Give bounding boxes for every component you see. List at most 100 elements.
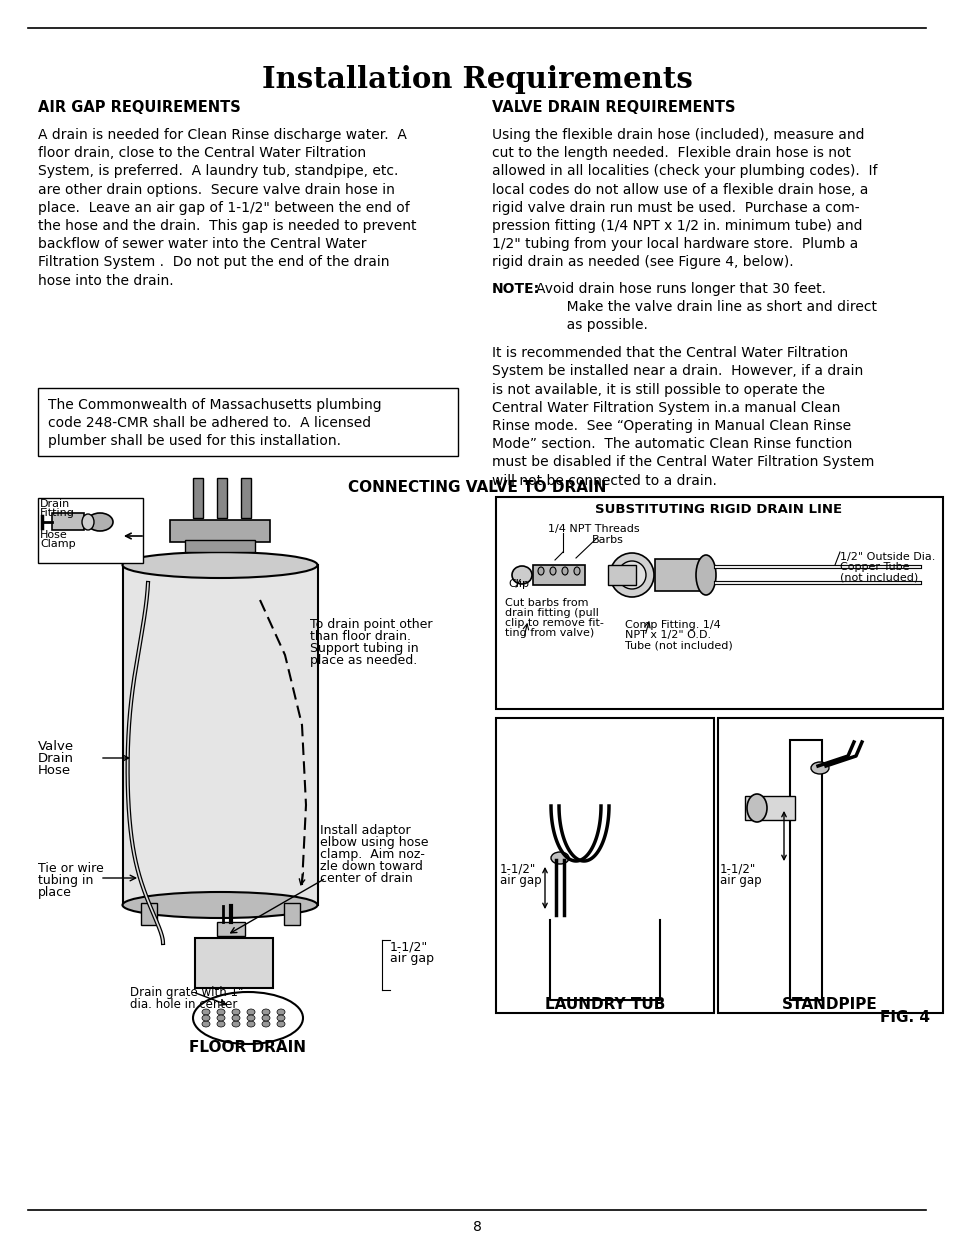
Ellipse shape (216, 1009, 225, 1015)
Bar (655, 559, 706, 592)
Text: center of drain: center of drain (319, 872, 413, 885)
Bar (496, 718, 713, 1013)
Text: Drain: Drain (40, 499, 71, 509)
Ellipse shape (262, 1021, 270, 1028)
Text: Tube (not included): Tube (not included) (624, 640, 732, 650)
Text: 1-1/2": 1-1/2" (499, 862, 536, 876)
Text: Cut barbs from: Cut barbs from (504, 598, 588, 608)
Text: than floor drain.: than floor drain. (310, 630, 411, 643)
Bar (170, 520, 270, 542)
Ellipse shape (216, 1021, 225, 1028)
Text: clip to remove fit-: clip to remove fit- (504, 618, 603, 629)
Text: Filtration System .  Do not put the end of the drain: Filtration System . Do not put the end o… (38, 256, 389, 269)
Text: air gap: air gap (390, 952, 434, 965)
Ellipse shape (122, 552, 317, 578)
Text: Make the valve drain line as short and direct: Make the valve drain line as short and d… (536, 300, 876, 314)
Text: 1-1/2": 1-1/2" (390, 940, 428, 953)
Bar (607, 564, 636, 585)
Text: 1/2" tubing from your local hardware store.  Plumb a: 1/2" tubing from your local hardware sto… (492, 237, 858, 251)
Bar (241, 478, 251, 517)
Text: LAUNDRY TUB: LAUNDRY TUB (544, 997, 664, 1011)
Ellipse shape (262, 1009, 270, 1015)
Ellipse shape (202, 1021, 210, 1028)
Bar (52, 513, 84, 530)
Bar (284, 903, 299, 925)
Text: A drain is needed for Clean Rinse discharge water.  A: A drain is needed for Clean Rinse discha… (38, 128, 406, 142)
Text: Comp Fitting. 1/4: Comp Fitting. 1/4 (624, 620, 720, 630)
Ellipse shape (122, 892, 317, 918)
Ellipse shape (746, 794, 766, 823)
Text: cut to the length needed.  Flexible drain hose is not: cut to the length needed. Flexible drain… (492, 146, 850, 161)
Bar (789, 740, 821, 1000)
Text: Rinse mode.  See “Operating in Manual Clean Rinse: Rinse mode. See “Operating in Manual Cle… (492, 419, 850, 433)
Bar (216, 478, 227, 517)
Text: zle down toward: zle down toward (319, 860, 422, 873)
Bar (38, 388, 457, 456)
Bar (744, 797, 794, 820)
Text: STANDPIPE: STANDPIPE (781, 997, 877, 1011)
Ellipse shape (810, 762, 828, 774)
Bar (185, 540, 254, 552)
Text: floor drain, close to the Central Water Filtration: floor drain, close to the Central Water … (38, 146, 366, 161)
Bar (496, 496, 942, 709)
Text: Tie or wire: Tie or wire (38, 862, 104, 876)
Ellipse shape (537, 567, 543, 576)
Ellipse shape (87, 513, 112, 531)
Text: ting from valve): ting from valve) (504, 629, 594, 638)
Text: CONNECTING VALVE TO DRAIN: CONNECTING VALVE TO DRAIN (348, 480, 605, 495)
Ellipse shape (512, 566, 532, 584)
Text: Barbs: Barbs (592, 535, 623, 545)
Text: Installation Requirements: Installation Requirements (261, 65, 692, 94)
Text: hose into the drain.: hose into the drain. (38, 274, 173, 288)
Bar (718, 718, 942, 1013)
Text: as possible.: as possible. (536, 317, 647, 332)
Ellipse shape (247, 1009, 254, 1015)
Text: 8: 8 (472, 1220, 481, 1234)
Ellipse shape (276, 1021, 285, 1028)
Text: tubing in: tubing in (38, 874, 93, 887)
Ellipse shape (247, 1015, 254, 1021)
Text: rigid valve drain run must be used.  Purchase a com-: rigid valve drain run must be used. Purc… (492, 201, 859, 215)
Text: pression fitting (1/4 NPT x 1/2 in. minimum tube) and: pression fitting (1/4 NPT x 1/2 in. mini… (492, 219, 862, 233)
Text: dia. hole in center: dia. hole in center (130, 998, 237, 1011)
Ellipse shape (232, 1021, 240, 1028)
Text: System, is preferred.  A laundry tub, standpipe, etc.: System, is preferred. A laundry tub, sta… (38, 164, 398, 178)
Ellipse shape (202, 1015, 210, 1021)
Text: 1/2" Outside Dia.: 1/2" Outside Dia. (840, 552, 934, 562)
Text: Avoid drain hose runs longer that 30 feet.: Avoid drain hose runs longer that 30 fee… (536, 282, 825, 295)
Text: is not available, it is still possible to operate the: is not available, it is still possible t… (492, 383, 824, 396)
Text: must be disabled if the Central Water Filtration System: must be disabled if the Central Water Fi… (492, 456, 874, 469)
Text: The Commonwealth of Massachusetts plumbing: The Commonwealth of Massachusetts plumbi… (48, 398, 381, 412)
Text: are other drain options.  Secure valve drain hose in: are other drain options. Secure valve dr… (38, 183, 395, 196)
Ellipse shape (618, 561, 645, 589)
Text: place as needed.: place as needed. (310, 655, 416, 667)
Bar (193, 478, 203, 517)
Text: Valve: Valve (38, 740, 74, 753)
Text: plumber shall be used for this installation.: plumber shall be used for this installat… (48, 435, 340, 448)
Text: Central Water Filtration System in.a manual Clean: Central Water Filtration System in.a man… (492, 401, 840, 415)
Ellipse shape (574, 567, 579, 576)
Text: NOTE:: NOTE: (492, 282, 539, 295)
Text: Drain: Drain (38, 752, 74, 764)
Bar (194, 939, 273, 988)
Text: local codes do not allow use of a flexible drain hose, a: local codes do not allow use of a flexib… (492, 183, 867, 196)
Ellipse shape (202, 1009, 210, 1015)
Text: Clip: Clip (507, 579, 529, 589)
Text: Clamp: Clamp (40, 538, 75, 550)
Ellipse shape (276, 1009, 285, 1015)
Text: place.  Leave an air gap of 1-1/2" between the end of: place. Leave an air gap of 1-1/2" betwee… (38, 201, 410, 215)
Ellipse shape (232, 1009, 240, 1015)
Text: (not included): (not included) (840, 572, 918, 582)
Ellipse shape (232, 1015, 240, 1021)
Text: clamp.  Aim noz-: clamp. Aim noz- (319, 848, 424, 861)
Bar (38, 498, 143, 563)
Bar (141, 903, 157, 925)
Text: Drain grate with 1": Drain grate with 1" (130, 986, 243, 999)
Ellipse shape (551, 852, 568, 864)
Ellipse shape (82, 514, 94, 530)
Text: To drain point other: To drain point other (310, 618, 432, 631)
Ellipse shape (696, 555, 716, 595)
Ellipse shape (609, 553, 654, 597)
Text: will not be connected to a drain.: will not be connected to a drain. (492, 473, 716, 488)
Text: backflow of sewer water into the Central Water: backflow of sewer water into the Central… (38, 237, 366, 251)
